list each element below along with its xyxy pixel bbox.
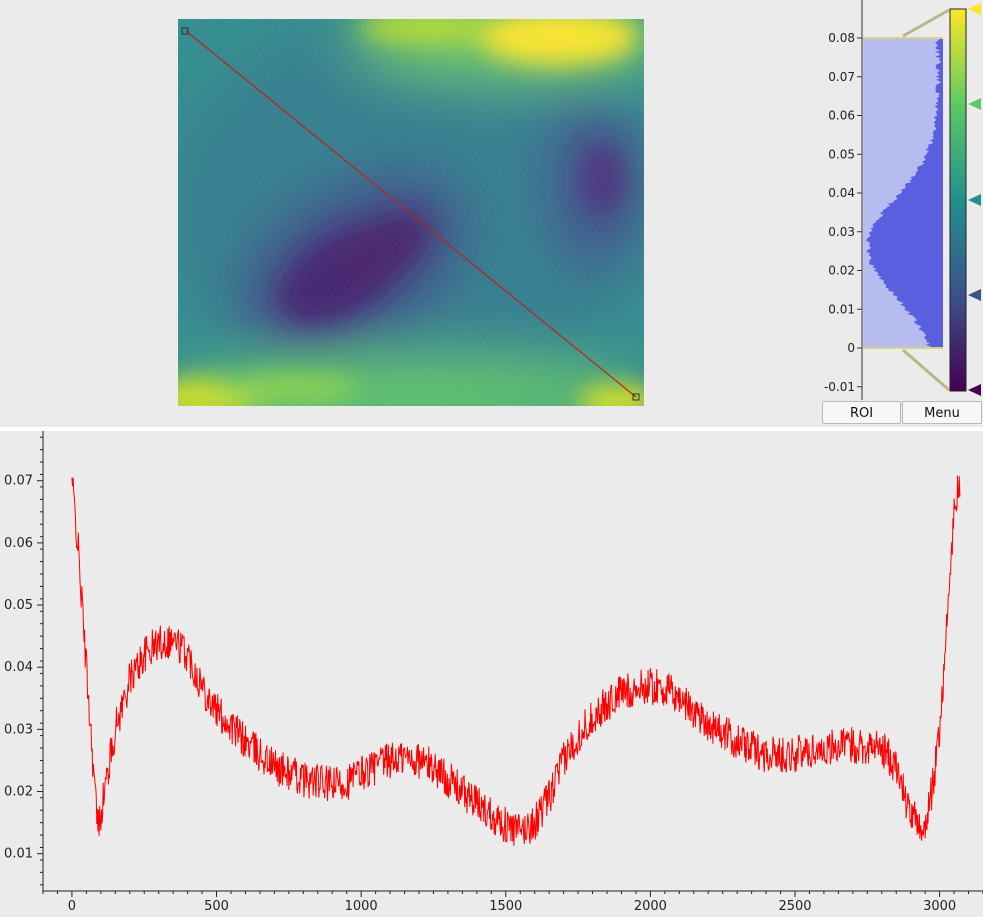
image-canvas[interactable] xyxy=(178,19,644,406)
roi-line[interactable] xyxy=(185,30,637,398)
x-tick-label: 2500 xyxy=(778,899,811,913)
hist-tick-label: 0.05 xyxy=(828,147,855,161)
hist-tick-label: 0.07 xyxy=(828,70,855,84)
y-tick-label: 0.03 xyxy=(4,722,33,737)
histogram-panel: 0.08 0.07 0.06 0.05 0.04 0.03 0.02 0.01 0 -0.01 xyxy=(815,0,983,400)
image-view-panel: 0.08 0.07 0.06 0.05 0.04 0.03 0.02 0.01 0 -0.01 R… xyxy=(0,0,983,427)
x-tick-label: 1000 xyxy=(345,899,378,913)
menu-button[interactable]: Menu xyxy=(902,401,982,424)
y-tick-label: 0.06 xyxy=(4,536,33,551)
y-tick-label: 0.01 xyxy=(4,847,33,862)
x-tick-label: 0 xyxy=(68,899,76,913)
hist-tick-label: 0.06 xyxy=(828,109,855,123)
hist-tick-label: 0.01 xyxy=(828,302,855,316)
hist-tick-label: 0 xyxy=(847,341,855,355)
x-tick-label: 2000 xyxy=(634,899,667,913)
roi-handle-end[interactable] xyxy=(632,393,640,401)
x-tick-label: 3000 xyxy=(923,899,956,913)
line-profile-plot[interactable]: 0.07 0.06 0.05 0.04 0.03 0.02 0.01 0 500 1000 150… xyxy=(0,431,983,914)
y-tick-label: 0.02 xyxy=(4,785,33,800)
histogram-distribution xyxy=(866,38,943,348)
profile-plot-panel: 0.07 0.06 0.05 0.04 0.03 0.02 0.01 0 500 1000 150… xyxy=(0,431,983,914)
colormap-handle-purple[interactable] xyxy=(968,384,981,396)
colormap-handle-teal[interactable] xyxy=(968,194,981,206)
x-tick-label: 500 xyxy=(204,899,229,913)
splitter-handle[interactable] xyxy=(0,427,983,431)
level-min-connector xyxy=(902,348,950,392)
hist-tick-label: 0.08 xyxy=(828,31,855,45)
roi-button[interactable]: ROI xyxy=(822,401,901,424)
y-tick-label: 0.05 xyxy=(4,598,33,613)
x-tick-label: 1500 xyxy=(489,899,522,913)
hist-tick-label: 0.04 xyxy=(828,186,855,200)
hist-tick-label: 0.03 xyxy=(828,225,855,239)
level-max-connector xyxy=(902,8,950,38)
colormap-handle-yellow[interactable] xyxy=(968,3,981,15)
colormap-bar[interactable] xyxy=(949,8,967,392)
colormap-handle-green[interactable] xyxy=(968,98,981,110)
y-tick-label: 0.04 xyxy=(4,660,33,675)
colormap-handle-blue[interactable] xyxy=(968,289,981,301)
histogram-lut[interactable]: 0.08 0.07 0.06 0.05 0.04 0.03 0.02 0.01 0 -0.01 xyxy=(815,0,983,400)
hist-tick-label: 0.02 xyxy=(828,264,855,278)
image-view[interactable] xyxy=(178,19,644,406)
hist-tick-label: -0.01 xyxy=(824,380,855,394)
profile-series-line xyxy=(71,475,961,846)
y-tick-label: 0.07 xyxy=(4,474,33,489)
roi-handle-start[interactable] xyxy=(181,27,189,35)
